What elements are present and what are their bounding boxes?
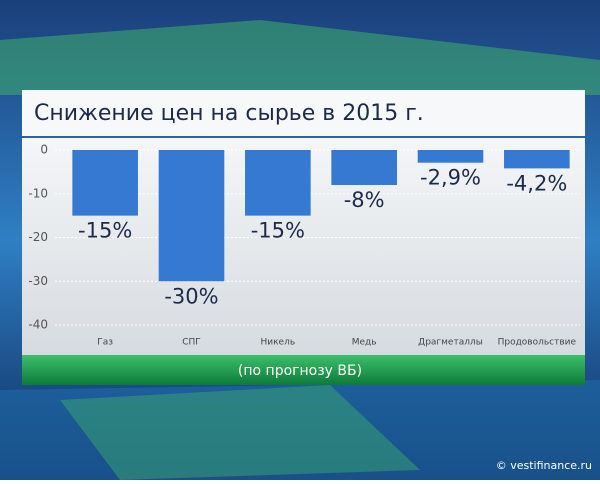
y-tick-label: -40 [28, 318, 48, 332]
title-panel [22, 90, 585, 136]
decor [0, 380, 600, 480]
y-tick-label: -10 [28, 186, 48, 200]
note-band [22, 355, 585, 385]
source: © vestifinance.ru [496, 459, 592, 472]
x-tick-label: Медь [352, 338, 377, 348]
data-label: -2,9% [420, 166, 481, 190]
note: (по прогнозу ВБ) [238, 363, 362, 379]
bar [245, 150, 311, 216]
decor [60, 385, 420, 480]
bar [158, 150, 225, 282]
chart-title: Снижение цен на сырье в 2015 г. [34, 101, 424, 126]
data-label: -30% [164, 284, 218, 308]
y-tick-label: -30 [28, 274, 48, 288]
bar [417, 150, 484, 163]
x-tick-label: Газ [97, 338, 113, 348]
decor [0, 20, 600, 95]
y-tick-label: -20 [28, 230, 48, 244]
bar [72, 150, 138, 216]
bar [504, 150, 570, 169]
y-tick-label: 0 [40, 143, 48, 157]
x-tick-label: Драгметаллы [418, 338, 483, 348]
data-label: -8% [344, 188, 385, 212]
x-tick-label: Продовольствие [498, 338, 577, 348]
data-label: -4,2% [506, 171, 567, 195]
data-label: -15% [251, 219, 305, 243]
x-tick-label: Никель [261, 338, 296, 348]
bar [331, 150, 397, 185]
data-label: -15% [78, 219, 132, 243]
x-tick-label: СПГ [182, 338, 201, 348]
